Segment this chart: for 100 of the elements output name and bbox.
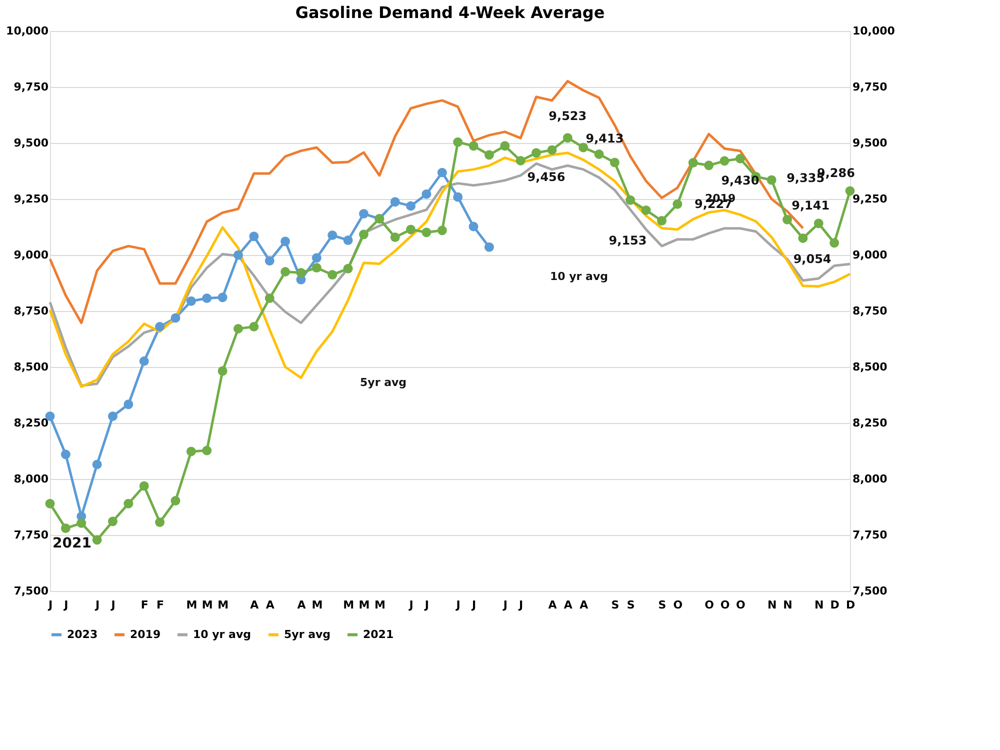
x-tick-label: J: [94, 598, 100, 612]
point: [45, 498, 55, 508]
x-tick-label: O: [673, 598, 683, 612]
chart-title: Gasoline Demand 4-Week Average: [295, 3, 605, 22]
x-tick-label: F: [140, 598, 148, 612]
data-label: 9,456: [527, 170, 566, 184]
point: [516, 156, 526, 166]
point: [186, 446, 196, 456]
point: [312, 263, 322, 272]
x-tick-label: A: [266, 598, 275, 612]
point: [484, 242, 494, 252]
point: [578, 142, 588, 152]
point: [422, 189, 432, 199]
point: [60, 450, 70, 460]
point: [390, 197, 400, 207]
y2-tick-label: 8,500: [852, 360, 888, 374]
x-tick-label: J: [502, 598, 508, 612]
point: [139, 481, 149, 491]
x-tick-label: F: [156, 598, 164, 612]
x-tick-label: M: [374, 598, 386, 612]
x-tick-label: N: [767, 598, 777, 612]
point: [264, 294, 274, 303]
point: [92, 460, 102, 470]
point: [170, 313, 180, 323]
point: [264, 256, 274, 266]
data-label: 9,430: [721, 174, 760, 188]
y-tick-label: 9,750: [14, 80, 49, 94]
point: [124, 400, 134, 410]
point: [280, 236, 290, 246]
x-tick-label: N: [814, 598, 824, 612]
legend-label: 2023: [67, 628, 98, 641]
data-label: 9,523: [548, 108, 587, 123]
y2-tick-label: 9,000: [852, 248, 888, 262]
point: [468, 222, 478, 232]
y2-tick-label: 9,250: [852, 192, 888, 206]
point: [155, 518, 165, 527]
point: [312, 253, 322, 263]
point: [108, 516, 118, 526]
data-label: 9,054: [793, 252, 832, 266]
point: [532, 148, 542, 158]
point: [453, 137, 463, 147]
y-tick-label: 8,750: [14, 304, 49, 318]
x-tick-label: D: [830, 598, 840, 612]
point: [92, 535, 102, 545]
point: [453, 192, 463, 202]
point: [124, 498, 134, 508]
x-tick-label: M: [202, 598, 213, 612]
point: [328, 270, 338, 280]
point: [626, 195, 636, 205]
y2-tick-label: 7,500: [852, 584, 888, 598]
point: [202, 294, 212, 303]
y2-tick-label: 9,750: [852, 80, 888, 94]
point: [594, 149, 604, 159]
x-tick-label: M: [343, 598, 354, 612]
point: [437, 226, 447, 236]
x-tick-label: A: [250, 598, 260, 612]
annotation: 2021: [52, 536, 92, 552]
point: [641, 205, 651, 215]
data-label: 9,141: [792, 198, 830, 212]
point: [845, 186, 855, 196]
point: [782, 214, 792, 224]
legend-label: 2021: [363, 628, 394, 641]
point: [406, 224, 416, 234]
y-tick-label: 9,250: [14, 192, 49, 206]
point: [437, 168, 447, 178]
x-tick-label: J: [110, 598, 116, 612]
y2-tick-label: 8,250: [852, 416, 888, 430]
x-tick-label: J: [63, 598, 68, 612]
point: [328, 230, 338, 240]
x-tick-label: S: [611, 598, 620, 612]
point: [422, 228, 432, 238]
point: [76, 518, 86, 528]
point: [688, 158, 698, 168]
point: [766, 175, 776, 185]
x-tick-label: O: [704, 598, 714, 612]
y-tick-label: 8,250: [14, 416, 49, 430]
x-tick-label: A: [564, 598, 573, 612]
point: [657, 216, 667, 226]
y-tick-label: 8,500: [14, 360, 49, 374]
y-tick-label: 7,750: [14, 528, 49, 542]
point: [610, 158, 620, 168]
y2-tick-label: 8,750: [852, 304, 888, 318]
point: [343, 235, 353, 245]
x-tick-label: M: [186, 598, 198, 612]
point: [249, 232, 259, 242]
point: [60, 524, 70, 534]
x-tick-label: S: [658, 598, 666, 612]
point: [798, 233, 808, 243]
point: [233, 324, 243, 334]
point: [170, 496, 180, 506]
y-tick-label: 7,500: [14, 584, 49, 598]
x-tick-label: J: [470, 598, 476, 612]
point: [830, 238, 840, 248]
point: [218, 292, 228, 302]
point: [704, 160, 714, 170]
point: [343, 264, 353, 274]
y2-tick-label: 10,000: [852, 24, 896, 38]
legend-label: 5yr avg: [284, 628, 331, 641]
y-tick-label: 9,500: [14, 136, 49, 150]
x-tick-label: J: [424, 598, 430, 612]
